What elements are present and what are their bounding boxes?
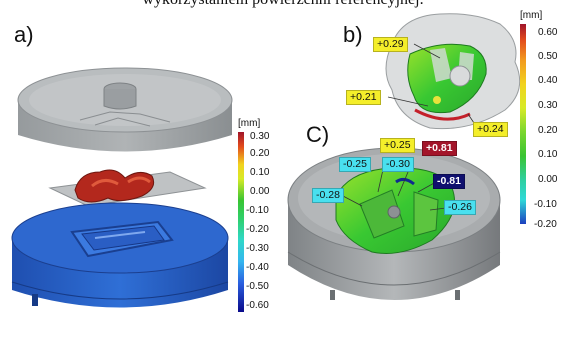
scale-unit-left: [mm] bbox=[238, 118, 261, 129]
scale-left-tick: -0.50 bbox=[246, 281, 269, 292]
scale-right-tick: 0.10 bbox=[538, 149, 558, 160]
scale-left-tick: -0.60 bbox=[246, 300, 269, 311]
scale-right-tick: 0.20 bbox=[538, 125, 558, 136]
deviation-callout: +0.21 bbox=[346, 90, 381, 105]
deviation-callout: -0.30 bbox=[382, 157, 414, 172]
figure-caption-fragment: wykorzystaniem powierzchni referencyjnej… bbox=[0, 0, 566, 9]
scale-unit-right: [mm] bbox=[520, 10, 543, 21]
deviation-callout: -0.26 bbox=[444, 200, 476, 215]
scale-left-tick: 0.20 bbox=[250, 148, 270, 159]
deviation-callout: -0.28 bbox=[312, 188, 344, 203]
scale-left-tick: -0.30 bbox=[246, 243, 269, 254]
scale-left-tick: -0.40 bbox=[246, 262, 269, 273]
mold-upper-half bbox=[17, 67, 233, 152]
deviation-callout: -0.81 bbox=[433, 174, 465, 189]
scale-right-tick: 0.30 bbox=[538, 100, 558, 111]
panel-label-a: a) bbox=[14, 22, 34, 47]
deviation-callout: +0.29 bbox=[373, 37, 408, 52]
deviation-callout: +0.24 bbox=[473, 122, 508, 137]
scale-right-tick: 0.60 bbox=[538, 27, 558, 38]
color-scale-right: [mm] 0.60 0.50 0.40 0.30 0.20 0.10 0.00 … bbox=[520, 10, 566, 230]
scale-left-tick: 0.10 bbox=[250, 167, 270, 178]
deviation-callout: -0.25 bbox=[339, 157, 371, 172]
panel-label-b: b) bbox=[343, 22, 363, 47]
color-scale-left: [mm] 0.30 0.20 0.10 0.00 -0.10 -0.20 -0.… bbox=[238, 118, 298, 318]
scale-bar-right bbox=[520, 24, 526, 224]
mold-lower-half bbox=[11, 202, 229, 308]
scale-left-tick: -0.20 bbox=[246, 224, 269, 235]
scale-right-tick: -0.20 bbox=[534, 219, 557, 230]
reference-plane-with-part bbox=[48, 169, 207, 207]
scale-left-tick: 0.30 bbox=[250, 131, 270, 142]
scale-right-tick: -0.10 bbox=[534, 199, 557, 210]
scale-bar-left bbox=[238, 132, 244, 312]
scanned-part-top bbox=[385, 13, 521, 130]
deviation-callout: +0.25 bbox=[380, 138, 415, 153]
scale-right-tick: 0.00 bbox=[538, 174, 558, 185]
scale-right-tick: 0.50 bbox=[538, 51, 558, 62]
panel-label-c: C) bbox=[306, 122, 330, 147]
deviation-callout: +0.81 bbox=[422, 141, 457, 156]
scale-right-tick: 0.40 bbox=[538, 75, 558, 86]
scale-left-tick: 0.00 bbox=[250, 186, 270, 197]
scale-left-tick: -0.10 bbox=[246, 205, 269, 216]
